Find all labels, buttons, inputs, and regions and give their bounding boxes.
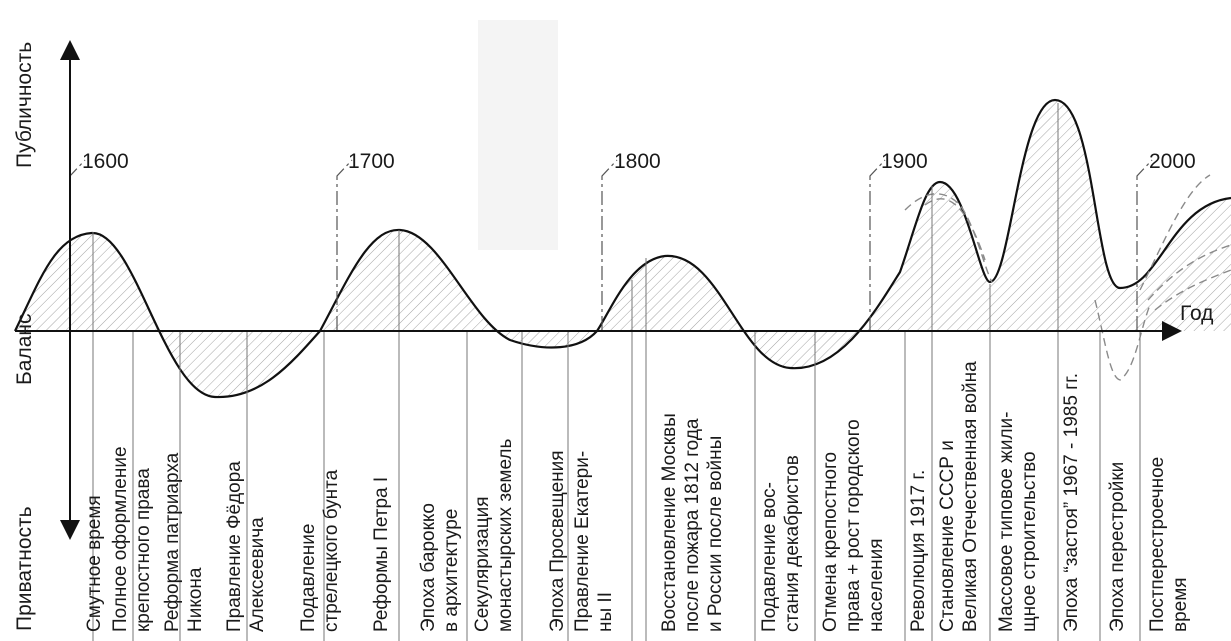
event-label-emancipation: Отмена крепостного права + рост городског… — [820, 419, 887, 632]
y-axis-bottom-label: Приватность — [13, 506, 36, 631]
background-smudge — [478, 20, 558, 250]
dashed-ussr-dip — [904, 193, 993, 283]
event-label-serfdom: Полное оформление крепостного права — [110, 446, 154, 632]
event-label-mass-housing: Массовое типовое жили-щное строительство — [996, 412, 1040, 633]
event-label-moscow-1812: Восстановление Москвы после пожара 1812 г… — [659, 413, 726, 632]
year-label: 1800 — [614, 150, 661, 173]
dashed-rise-low — [1154, 269, 1231, 311]
dashed-dip-1990s — [1094, 299, 1151, 381]
event-label-decembrists: Подавление вос-стания декабристов — [759, 455, 803, 632]
marker-1800 — [601, 159, 618, 330]
event-label-nikon: Реформа патриарха Никона — [162, 452, 206, 632]
event-labels: Смутное время Полное оформление крепостно… — [84, 361, 1191, 632]
event-label-perestroika: Эпоха перестройки — [1107, 462, 1128, 632]
event-label-ussr-war: Становление СССР и Великая Отечественная … — [937, 361, 981, 632]
marker-2000 — [1136, 159, 1153, 330]
event-label-smuta: Смутное время — [84, 495, 105, 632]
event-label-revolution: Революция 1917 г. — [908, 470, 929, 632]
event-ticks — [92, 103, 1141, 641]
event-label-baroque: Эпоха барокко в архитектуре — [418, 503, 462, 632]
event-label-catherine: Правление Екатери-ны II — [572, 451, 616, 632]
event-label-secularization: Секуляризация монастырских земель — [472, 439, 516, 632]
year-label: 1700 — [348, 150, 395, 173]
x-axis-label: Год — [1180, 302, 1213, 325]
year-label: 1600 — [82, 150, 129, 173]
marker-1900 — [869, 159, 886, 330]
hatched-area — [15, 100, 1231, 398]
year-label: 2000 — [1149, 150, 1196, 173]
publicity-curve — [14, 98, 1231, 399]
dashed-early-rise — [924, 198, 986, 261]
dashed-scenarios — [904, 174, 1231, 381]
event-label-fyodor: Правление Фёдора Алексеевича — [224, 461, 268, 632]
event-label-peter: Реформы Петра I — [371, 477, 392, 632]
event-label-post-perestroika: Постперестроечное время — [1147, 457, 1191, 632]
y-axis-top-label: Публичность — [13, 42, 36, 168]
event-label-streltsy: Подавление стрелецкого бунта — [298, 469, 342, 632]
dashed-rise-high — [1139, 174, 1211, 291]
event-label-stagnation: Эпоха “застоя” 1967 - 1985 гг. — [1061, 373, 1082, 632]
year-label: 1900 — [881, 150, 928, 173]
event-label-enlightenment: Эпоха Просвещения — [547, 450, 568, 632]
marker-1700 — [336, 159, 353, 330]
dashed-rise-mid — [1147, 244, 1231, 301]
y-axis-middle-label: Баланс — [13, 314, 36, 386]
